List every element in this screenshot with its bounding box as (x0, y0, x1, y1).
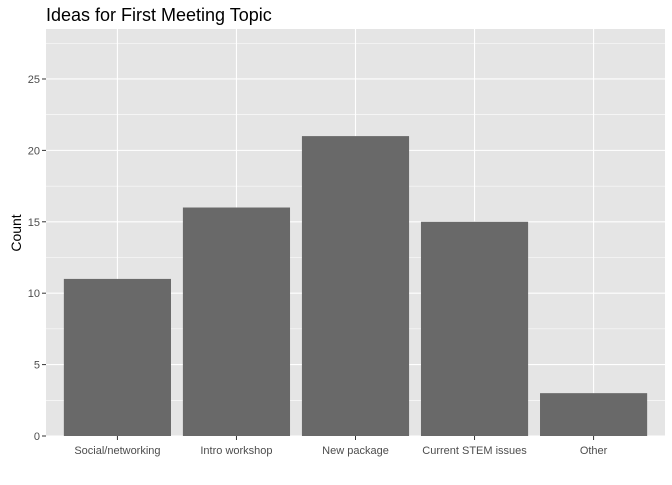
y-tick-label: 0 (34, 431, 40, 443)
x-tick-label: Current STEM issues (422, 445, 527, 457)
bar-intro-workshop (182, 207, 291, 436)
y-tick-label: 15 (28, 217, 40, 229)
x-axis: Social/networking Intro workshop New packa… (74, 436, 608, 457)
chart-title: Ideas for First Meeting Topic (46, 5, 272, 25)
bar-new-package (301, 136, 410, 436)
y-tick-label: 10 (28, 288, 40, 300)
y-axis: 0 5 10 15 20 25 (28, 74, 46, 443)
y-axis-title: Count (8, 214, 24, 251)
bar-social-networking (63, 278, 171, 436)
x-tick-label: Other (580, 445, 608, 457)
x-tick-label: Social/networking (74, 445, 160, 457)
x-tick-label: New package (322, 445, 389, 457)
x-tick-label: Intro workshop (200, 445, 272, 457)
bars (63, 136, 648, 436)
y-tick-label: 20 (28, 145, 40, 157)
y-tick-label: 25 (28, 74, 40, 86)
bar-other (540, 393, 648, 436)
bar-current-stem-issues (420, 221, 529, 436)
y-tick-label: 5 (34, 360, 40, 372)
